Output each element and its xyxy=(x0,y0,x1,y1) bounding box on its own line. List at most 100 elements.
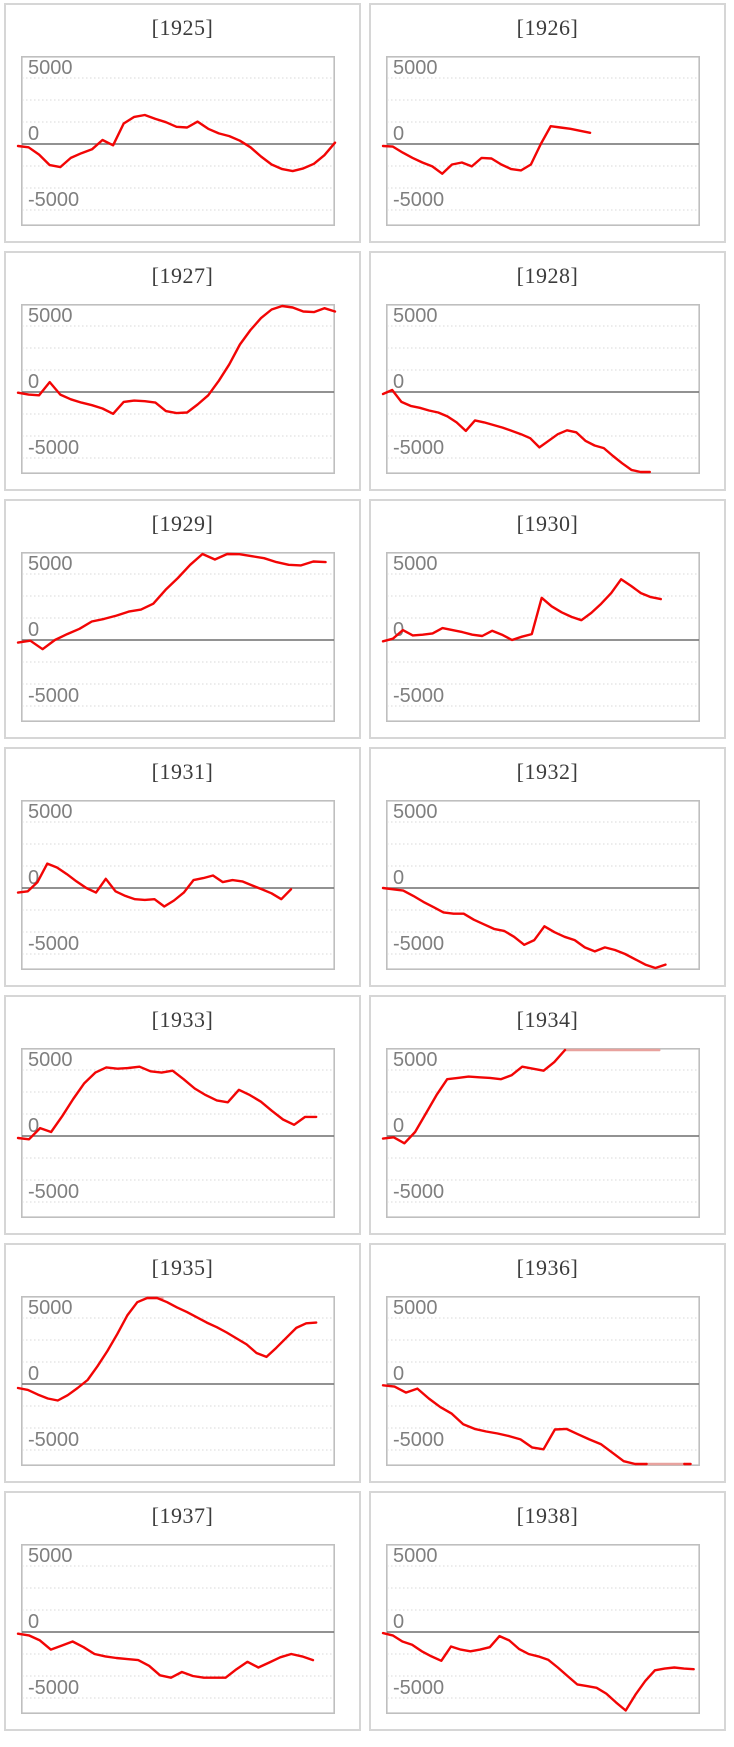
chart-card: [1938] 5000 0 -5000 xyxy=(369,1491,726,1731)
series-line xyxy=(16,113,337,173)
line-chart-plot-area: 5000 0 -5000 xyxy=(381,1296,700,1466)
plot-border xyxy=(21,800,335,970)
chart-title: [1926] xyxy=(516,15,579,40)
y-axis-label: 0 xyxy=(28,1611,39,1633)
chart-card: [1937] 5000 0 -5000 xyxy=(4,1491,361,1731)
plot-border xyxy=(386,56,700,226)
y-axis-label: 5000 xyxy=(393,1545,438,1567)
y-axis-label: -5000 xyxy=(393,1677,444,1699)
plot-border xyxy=(21,1544,335,1714)
plot-border xyxy=(386,552,700,722)
y-axis-label: -5000 xyxy=(393,933,444,955)
y-axis-label: -5000 xyxy=(393,685,444,707)
plot-border xyxy=(386,1296,700,1466)
y-axis-label: -5000 xyxy=(393,437,444,459)
y-axis-label: 0 xyxy=(28,867,39,889)
y-axis-label: 5000 xyxy=(28,1049,73,1071)
y-axis-label: -5000 xyxy=(28,189,79,211)
chart-title: [1932] xyxy=(516,759,579,784)
y-axis-label: 5000 xyxy=(28,1545,73,1567)
plot-border xyxy=(386,304,700,474)
series-line xyxy=(16,552,327,651)
chart-title: [1930] xyxy=(516,511,579,536)
y-axis-label: 5000 xyxy=(393,1297,438,1319)
chart-card: [1929] 5000 0 -5000 xyxy=(4,499,361,739)
y-axis-label: -5000 xyxy=(28,1677,79,1699)
chart-card: [1932] 5000 0 -5000 xyxy=(369,747,726,987)
y-axis-label: 5000 xyxy=(393,553,438,575)
y-axis-label: -5000 xyxy=(393,1181,444,1203)
series-line xyxy=(381,388,651,474)
line-chart-plot-area: 5000 0 -5000 xyxy=(381,1048,700,1218)
chart-card: [1935] 5000 0 -5000 xyxy=(4,1243,361,1483)
line-chart-plot-area: 5000 0 -5000 xyxy=(381,1544,700,1714)
line-chart-plot-area: 5000 0 -5000 xyxy=(16,56,337,226)
chart-title: [1929] xyxy=(151,511,214,536)
y-axis-label: 0 xyxy=(28,371,39,393)
y-axis-label: -5000 xyxy=(393,1429,444,1451)
chart-title: [1931] xyxy=(151,759,214,784)
line-chart-plot-area: 5000 0 -5000 xyxy=(16,1296,335,1466)
line-chart-plot-area: 5000 0 -5000 xyxy=(16,1544,335,1714)
y-axis-label: 0 xyxy=(393,123,404,145)
y-axis-label: 0 xyxy=(393,1115,404,1137)
y-axis-label: 5000 xyxy=(393,305,438,327)
chart-title: [1934] xyxy=(516,1007,579,1032)
plot-border xyxy=(386,800,700,970)
y-axis-label: -5000 xyxy=(28,1181,79,1203)
y-axis-label: 5000 xyxy=(28,801,73,823)
series-line xyxy=(381,886,667,970)
y-axis-label: -5000 xyxy=(393,189,444,211)
line-chart-plot-area: 5000 0 -5000 xyxy=(16,304,337,474)
chart-card: [1926] 5000 0 -5000 xyxy=(369,3,726,243)
y-axis-label: -5000 xyxy=(28,437,79,459)
y-axis-label: 0 xyxy=(393,867,404,889)
plot-border xyxy=(21,304,335,474)
y-axis-label: 5000 xyxy=(28,57,73,79)
y-axis-label: 5000 xyxy=(28,553,73,575)
y-axis-label: 5000 xyxy=(28,1297,73,1319)
plot-border xyxy=(21,552,335,722)
series-line xyxy=(16,1296,318,1402)
y-axis-label: 0 xyxy=(28,1115,39,1137)
series-line xyxy=(16,1632,315,1679)
line-chart-plot-area: 5000 0 -5000 xyxy=(16,800,335,970)
y-axis-label: 5000 xyxy=(393,1049,438,1071)
y-axis-label: 0 xyxy=(393,1611,404,1633)
chart-title: [1938] xyxy=(516,1503,579,1528)
line-chart-plot-area: 5000 0 -5000 xyxy=(16,1048,335,1218)
chart-card: [1928] 5000 0 -5000 xyxy=(369,251,726,491)
y-axis-label: -5000 xyxy=(28,685,79,707)
series-line xyxy=(16,1065,318,1141)
y-axis-label: 5000 xyxy=(28,305,73,327)
y-axis-label: -5000 xyxy=(28,933,79,955)
line-chart-plot-area: 5000 0 -5000 xyxy=(381,304,700,474)
line-chart-plot-area: 5000 0 -5000 xyxy=(381,552,700,722)
chart-card: [1936] 5000 0 -5000 xyxy=(369,1243,726,1483)
series-line xyxy=(381,1048,567,1145)
y-axis-label: 0 xyxy=(28,123,39,145)
series-line xyxy=(381,1631,695,1712)
y-axis-label: -5000 xyxy=(28,1429,79,1451)
chart-card: [1931] 5000 0 -5000 xyxy=(4,747,361,987)
series-line xyxy=(381,124,592,175)
chart-title: [1925] xyxy=(151,15,214,40)
y-axis-label: 5000 xyxy=(393,57,438,79)
plot-border xyxy=(386,1544,700,1714)
series-line xyxy=(381,578,662,643)
line-chart-plot-area: 5000 0 -5000 xyxy=(381,56,700,226)
chart-card: [1934] 5000 0 -5000 xyxy=(369,995,726,1235)
series-line xyxy=(16,862,293,908)
plot-border xyxy=(21,56,335,226)
chart-title: [1928] xyxy=(516,263,579,288)
plot-border xyxy=(21,1296,335,1466)
plot-border xyxy=(386,1048,700,1218)
y-axis-label: 0 xyxy=(393,619,404,641)
y-axis-label: 0 xyxy=(393,1363,404,1385)
chart-card: [1933] 5000 0 -5000 xyxy=(4,995,361,1235)
y-axis-label: 0 xyxy=(28,1363,39,1385)
chart-title: [1935] xyxy=(151,1255,214,1280)
chart-title: [1933] xyxy=(151,1007,214,1032)
series-line xyxy=(381,1384,648,1466)
